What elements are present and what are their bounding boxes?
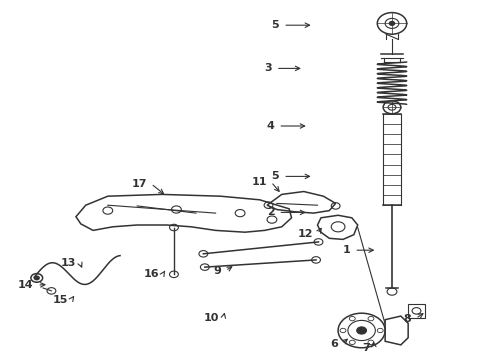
Text: 6: 6 xyxy=(330,339,338,349)
Circle shape xyxy=(357,327,367,334)
Text: 13: 13 xyxy=(61,258,76,268)
Text: 5: 5 xyxy=(271,171,279,181)
Text: 10: 10 xyxy=(204,312,220,323)
Text: 12: 12 xyxy=(298,229,314,239)
Text: 7: 7 xyxy=(362,343,370,353)
Text: 9: 9 xyxy=(214,266,221,276)
Text: 1: 1 xyxy=(343,245,350,255)
Text: 4: 4 xyxy=(267,121,274,131)
Text: 17: 17 xyxy=(131,179,147,189)
Text: 3: 3 xyxy=(264,63,272,73)
Text: 16: 16 xyxy=(144,269,159,279)
Text: 14: 14 xyxy=(18,280,33,290)
Circle shape xyxy=(34,276,39,280)
Circle shape xyxy=(389,21,395,26)
Text: 8: 8 xyxy=(404,314,412,324)
Text: 11: 11 xyxy=(251,177,267,187)
Text: 5: 5 xyxy=(271,20,279,30)
Text: 2: 2 xyxy=(267,207,274,217)
Text: 15: 15 xyxy=(52,294,68,305)
